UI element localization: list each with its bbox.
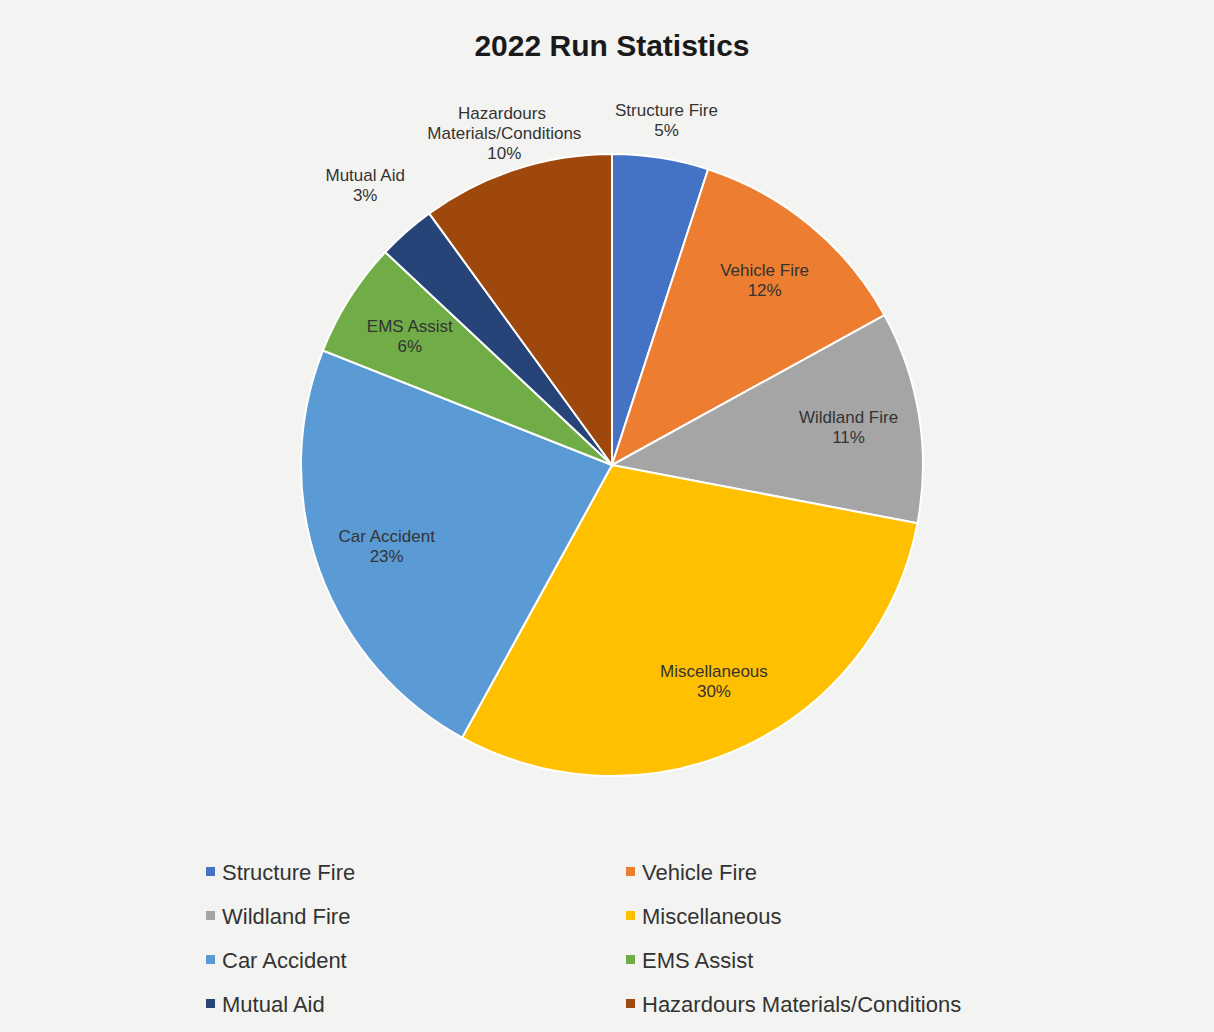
slice-value-label: 5%: [654, 121, 679, 140]
legend-label: Car Accident: [222, 948, 347, 973]
slice-value-label: 12%: [748, 281, 782, 300]
slice-label-line: Mutual Aid: [326, 166, 405, 185]
chart-svg: 2022 Run StatisticsStructure Fire5%Vehic…: [0, 0, 1214, 1032]
slice-label-line: Hazardours: [458, 104, 551, 123]
slice-label-line: Car Accident: [338, 527, 435, 546]
legend-swatch: [206, 955, 215, 964]
legend-swatch: [206, 911, 215, 920]
legend-swatch: [206, 999, 215, 1008]
legend-label: Vehicle Fire: [642, 860, 757, 885]
slice-label-line: Miscellaneous: [660, 662, 768, 681]
background: [0, 0, 1214, 1032]
legend-swatch: [626, 999, 635, 1008]
legend-item: Miscellaneous: [626, 904, 781, 929]
slice-label: Wildland Fire: [799, 408, 898, 427]
legend-swatch: [626, 867, 635, 876]
legend-item: Structure Fire: [206, 860, 355, 885]
chart-container: 2022 Run StatisticsStructure Fire5%Vehic…: [0, 0, 1214, 1032]
pie-slice: [429, 154, 612, 465]
slice-value-label: 23%: [370, 547, 404, 566]
legend-item: Mutual Aid: [206, 992, 325, 1017]
legend-swatch: [626, 955, 635, 964]
slice-label-line: Structure Fire: [615, 101, 718, 120]
plot-area: [301, 154, 923, 776]
legend-label: Hazardours Materials/Conditions: [642, 992, 961, 1017]
slice-label: Vehicle Fire: [720, 261, 809, 280]
legend-swatch: [206, 867, 215, 876]
legend-item: Car Accident: [206, 948, 347, 973]
legend-item: Wildland Fire: [206, 904, 350, 929]
slice-label-line: Vehicle Fire: [720, 261, 809, 280]
slice-value-label: 11%: [832, 428, 865, 447]
legend-label: EMS Assist: [642, 948, 753, 973]
legend-label: Mutual Aid: [222, 992, 325, 1017]
legend-label: Structure Fire: [222, 860, 355, 885]
slice-label: Mutual Aid: [326, 166, 405, 185]
legend-swatch: [626, 911, 635, 920]
pie: [301, 154, 923, 776]
slice-label: EMS Assist: [367, 317, 453, 336]
data-labels: Structure Fire5% Vehicle Fire12% Wildland …: [326, 101, 899, 701]
slice-value-label: 3%: [353, 186, 378, 205]
legend-label: Wildland Fire: [222, 904, 350, 929]
slice-value-label: 10%: [487, 144, 521, 163]
legend-item: Vehicle Fire: [626, 860, 757, 885]
legend-item: Hazardours Materials/Conditions: [626, 992, 961, 1017]
slice-label-line: Materials/Conditions: [427, 124, 581, 143]
legend-label: Miscellaneous: [642, 904, 781, 929]
slice-label: Car Accident: [338, 527, 435, 546]
slice-label: Structure Fire: [615, 101, 718, 120]
slice-value-label: 6%: [398, 337, 423, 356]
slice-label-line: EMS Assist: [367, 317, 453, 336]
slice-label-line: Wildland Fire: [799, 408, 898, 427]
slice-value-label: 30%: [697, 682, 731, 701]
chart-title: 2022 Run Statistics: [474, 29, 749, 62]
slice-label: Miscellaneous: [660, 662, 768, 681]
slice-label: Hazardours Materials/Conditions: [427, 104, 581, 143]
legend-item: EMS Assist: [626, 948, 753, 973]
legend: Structure Fire Vehicle Fire Wildland Fire M…: [206, 860, 961, 1017]
